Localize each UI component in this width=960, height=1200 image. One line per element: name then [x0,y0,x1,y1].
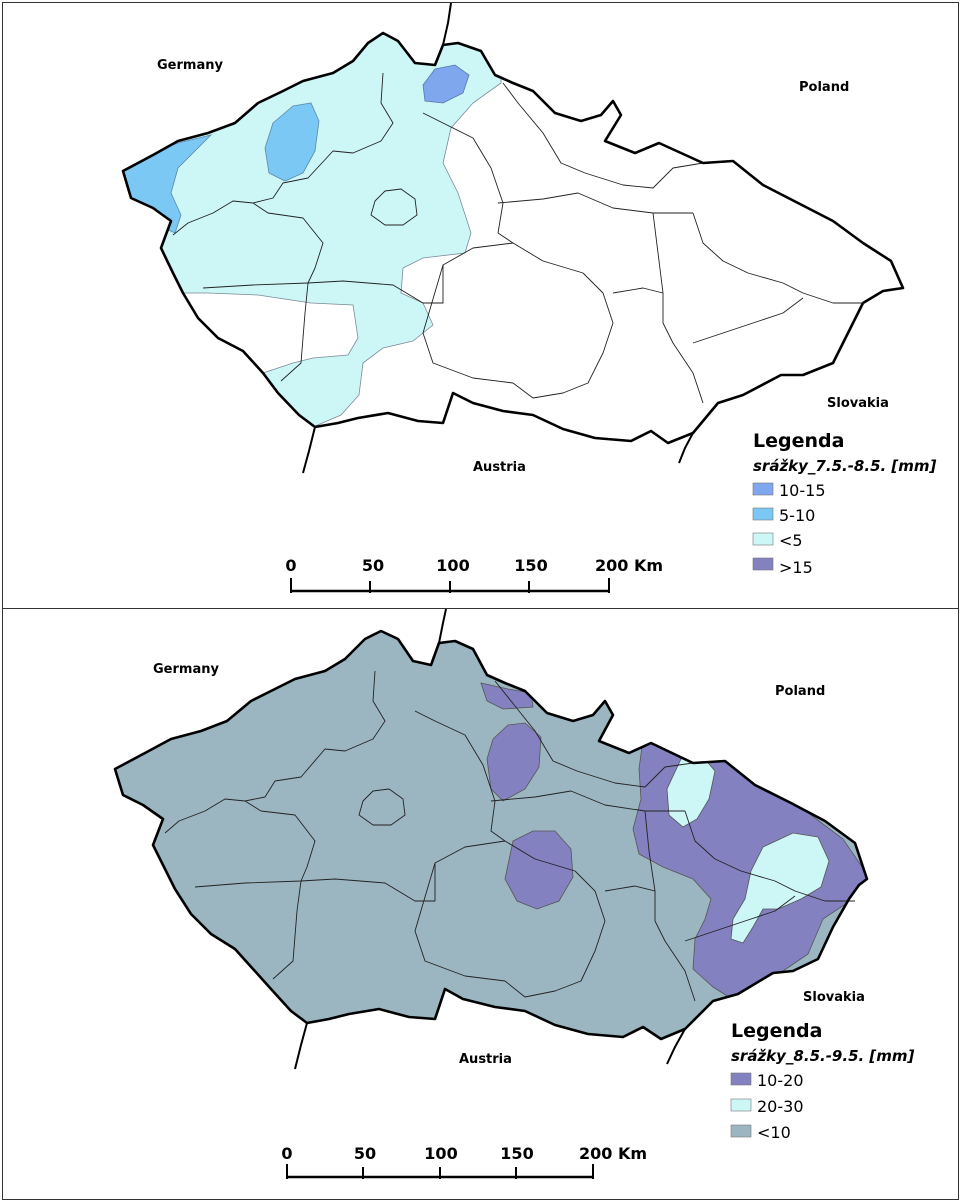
scale-label: 0 [281,1144,292,1163]
zone-lt10-bottom [115,631,867,1039]
legend-title: Legenda [753,430,844,452]
zone-10-15-top [264,102,320,182]
label-austria: Austria [473,460,526,475]
legend-item-label: 20-30 [757,1097,804,1116]
precip-map-bottom: Germany Poland Slovakia Austria Legenda … [113,609,915,1179]
legend-item-label: 5-10 [779,506,815,525]
map-panel-bottom: Germany Poland Slovakia Austria Legenda … [2,608,959,1200]
label-germany: Germany [157,58,223,73]
river-line-bottom-2 [294,1022,308,1070]
legend-swatch [752,557,774,571]
precip-map-top: Germany Poland Slovakia Austria Legenda … [121,3,937,593]
country-border-bottom [113,629,869,1041]
scale-label: 200 Km [579,1144,647,1163]
river-line-bottom-3 [666,1028,686,1065]
label-austria: Austria [459,1052,512,1067]
scale-label: 100 [424,1144,457,1163]
legend-item-label: <5 [779,531,803,550]
label-poland: Poland [799,80,849,95]
map-panel-top: Germany Poland Slovakia Austria Legenda … [2,2,959,610]
label-poland: Poland [775,684,825,699]
scale-bar-bottom: 0 50 100 150 200 Km [281,1144,647,1179]
legend-swatch [752,482,774,496]
legend-swatch [730,1124,752,1138]
legend-swatch [752,507,774,521]
river-line-top-3 [678,432,694,464]
scale-label: 100 [436,556,469,575]
label-germany: Germany [153,662,219,677]
prague-outline-top [370,188,418,226]
river-line-top [442,3,452,46]
prague-outline-bottom [358,788,406,826]
river-line-bottom [438,609,447,644]
legend-item-label: >15 [779,558,813,577]
legend-subtitle: srážky_7.5.-8.5. [mm] [753,457,937,475]
river-line-top-2 [302,426,316,474]
zone-10-20-center-north [486,722,542,802]
scale-label: 0 [285,556,296,575]
legend-item-label: 10-20 [757,1071,804,1090]
legend-subtitle: srážky_8.5.-9.5. [mm] [731,1047,915,1065]
legend-title: Legenda [731,1020,822,1042]
region-lines-bottom [164,670,855,1002]
scale-label: 50 [354,1144,376,1163]
legend-item-label: 10-15 [779,481,826,500]
scale-label: 50 [362,556,384,575]
zone-10-20-center [504,830,574,910]
zone-20-30-east [730,832,830,944]
label-slovakia: Slovakia [803,990,865,1005]
zone-10-15b-top [422,64,470,104]
scale-label: 150 [500,1144,533,1163]
precip-zones-bottom [480,682,867,1002]
legend-swatch [730,1098,752,1112]
legend-item-label: <10 [757,1123,791,1142]
scale-label: 150 [514,556,547,575]
scale-label: 200 Km [595,556,663,575]
country-border-top [121,31,905,445]
legend-swatch [730,1072,752,1086]
legend-swatch [752,532,774,546]
region-lines-top [172,72,863,404]
scale-bar-top: 0 50 100 150 200 Km [285,556,663,593]
legend-top: Legenda srážky_7.5.-8.5. [mm] 10-15 5-10… [752,430,937,577]
label-slovakia: Slovakia [827,396,889,411]
legend-bottom: Legenda srážky_8.5.-9.5. [mm] 10-20 20-3… [730,1020,915,1142]
